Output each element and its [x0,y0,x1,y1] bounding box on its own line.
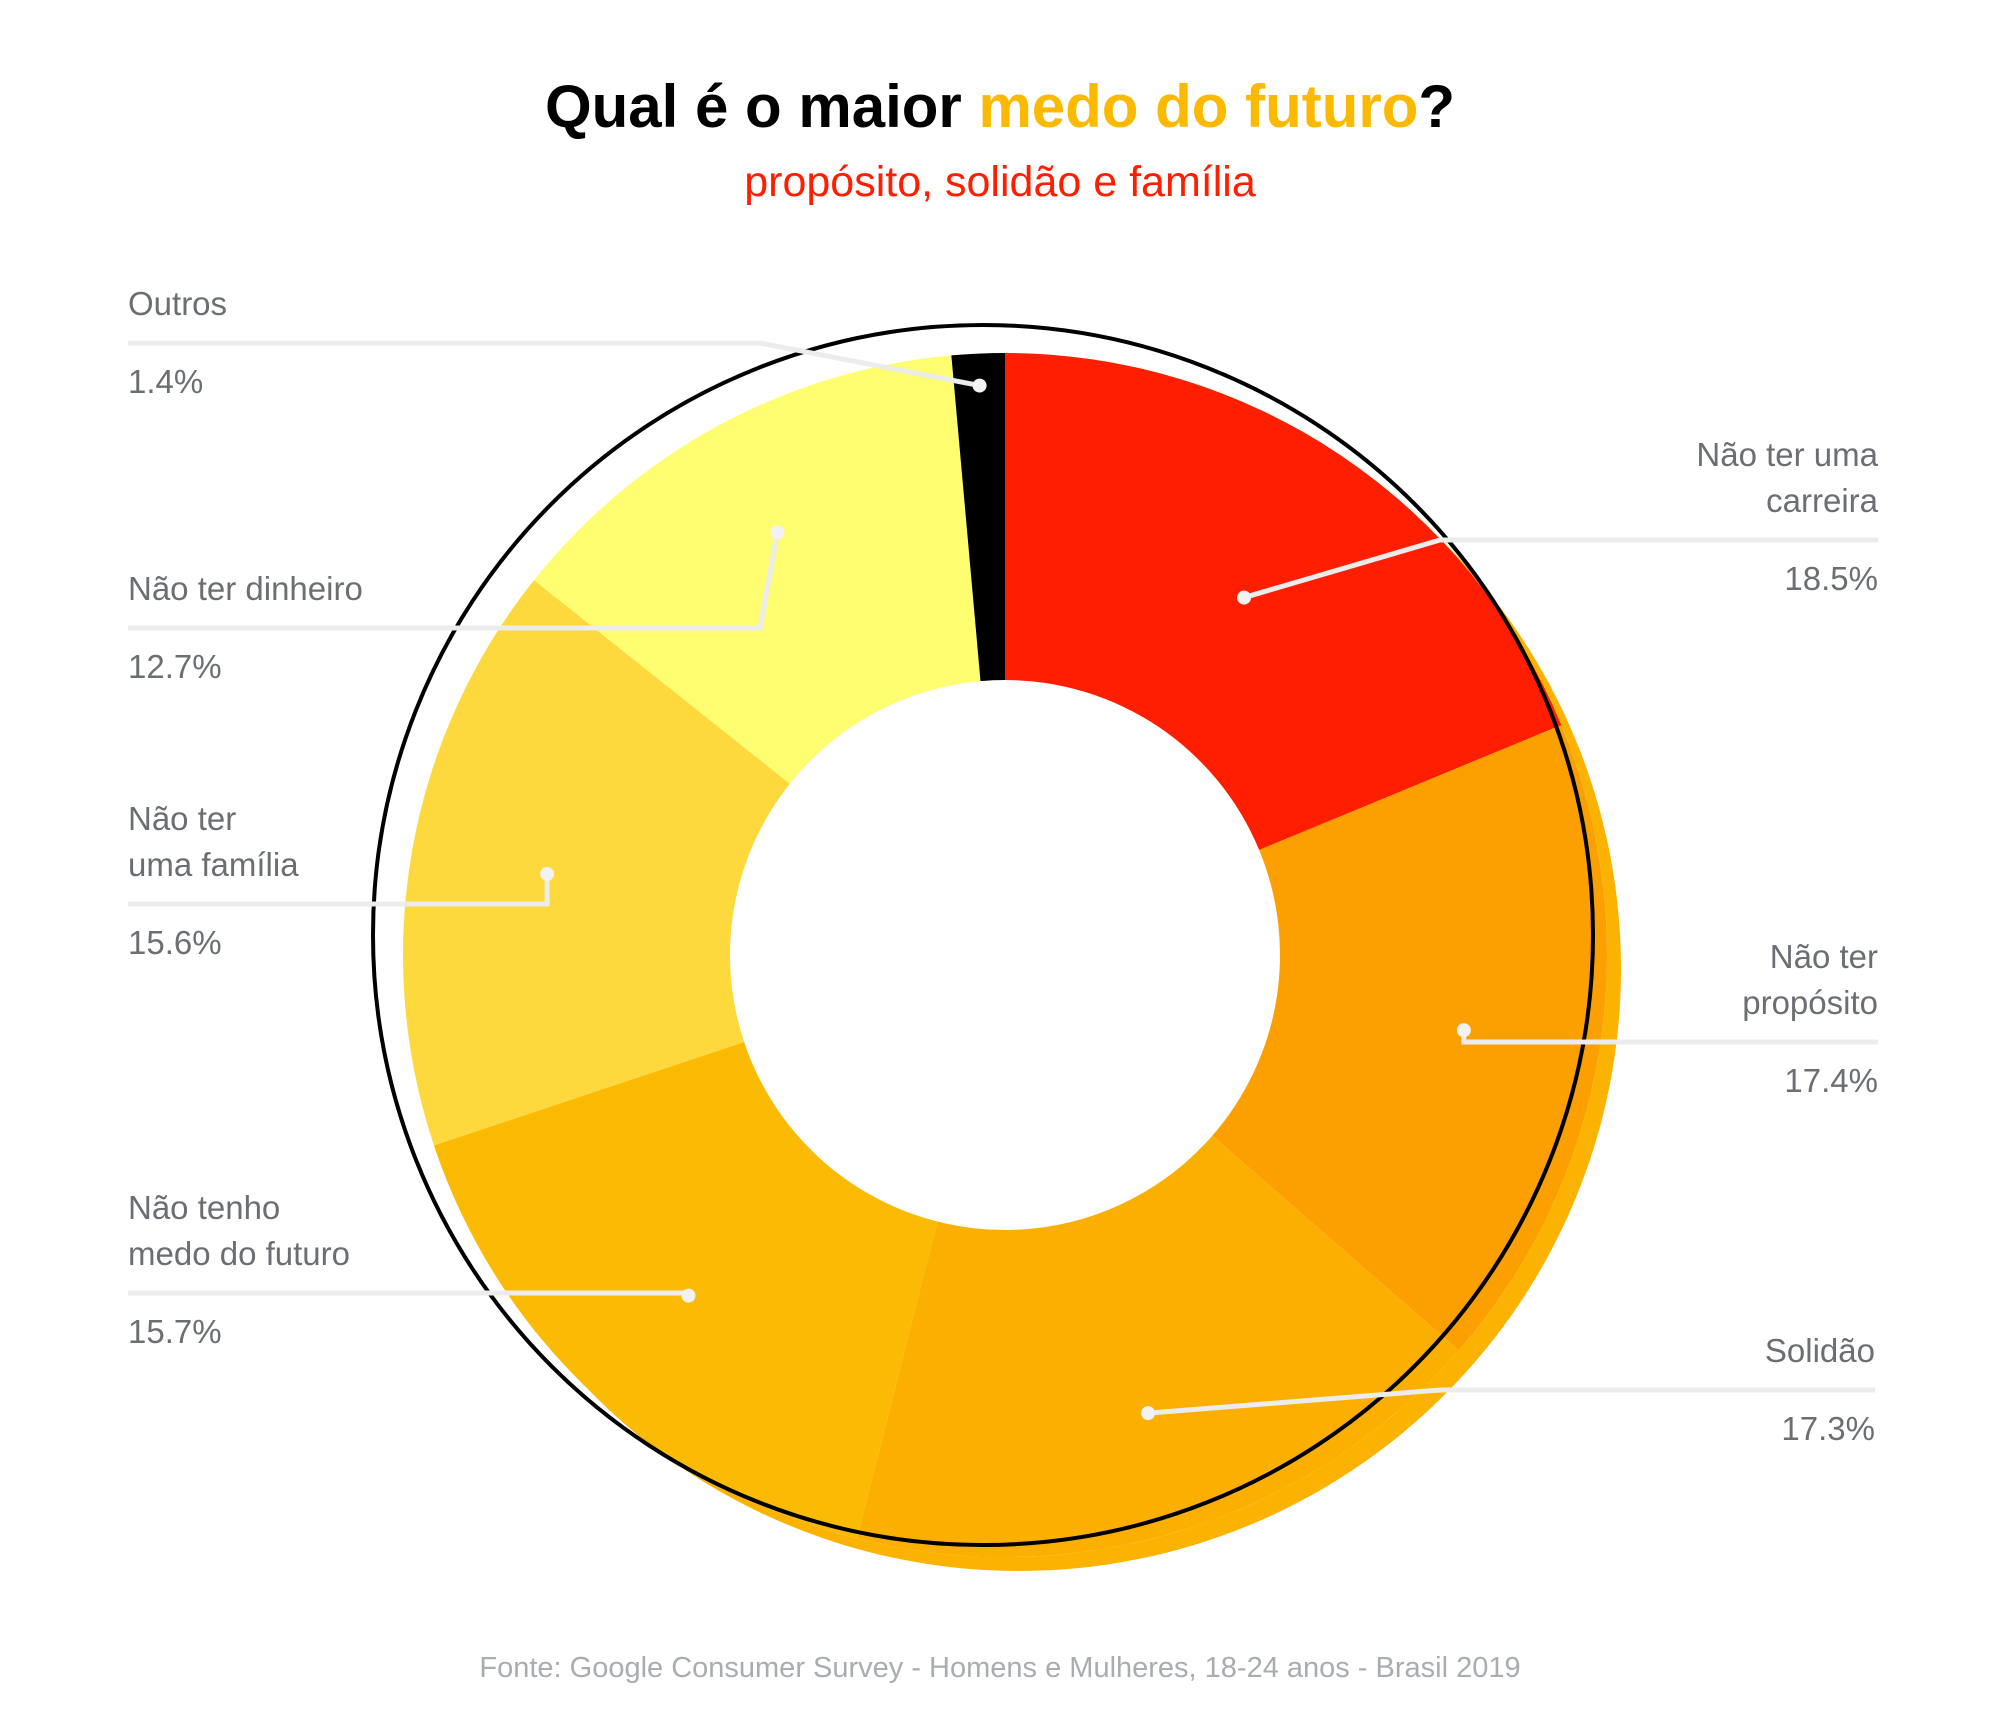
leader-lines [128,340,1878,1421]
slice-label-1: Não ter propósito [1742,934,1878,1026]
leader-dot-5 [770,525,785,540]
leader-dot-1 [1456,1023,1471,1038]
leader-line-2 [1147,1387,1875,1416]
leader-line-3 [128,1290,691,1296]
slice-label-5-line-0: Não ter dinheiro [128,570,363,607]
slice-1 [1212,725,1607,1351]
donut-slices [402,353,1607,1557]
slice-label-4-line-0: Não ter [128,800,237,837]
leader-dot-3 [681,1288,696,1303]
slice-value-5: 12.7% [128,648,222,685]
slice-5 [533,355,981,784]
slice-label-3-line-0: Não tenho [128,1189,281,1226]
slice-6 [951,353,1005,682]
leader-dot-2 [1141,1406,1156,1421]
leader-line-5 [128,531,780,631]
outline-circle [371,323,1595,1547]
source-note: Fonte: Google Consumer Survey - Homens e… [479,1652,1521,1684]
leader-dot-4 [540,866,555,881]
slice-4 [402,580,790,1146]
slice-label-6: Outros [128,281,227,327]
slice-label-5: Não ter dinheiro [128,566,363,612]
slice-label-2: Solidão [1765,1328,1875,1374]
chart-title-highlight: medo do futuro [978,73,1419,140]
leader-line-6 [128,340,981,389]
chart-title-part2: ? [1418,73,1456,140]
leader-line-4 [128,873,550,907]
slice-0 [1005,353,1562,850]
slice-value-4: 15.6% [128,924,222,961]
slice-value-6: 1.4% [128,363,204,400]
slice-label-0-line-1: carreira [1766,482,1878,519]
slice-value-0: 18.5% [1784,560,1878,597]
slice-label-0: Não ter uma carreira [1696,432,1878,524]
slice-label-3: Não tenho medo do futuro [128,1185,350,1277]
slice-label-0-line-0: Não ter uma [1696,436,1878,473]
slice-label-3-line-1: medo do futuro [128,1235,350,1272]
slice-label-1-line-1: propósito [1742,984,1878,1021]
ring-outline [371,323,1595,1547]
chart-subtitle: propósito, solidão e família [744,158,1256,206]
slice-value-2: 17.3% [1781,1410,1875,1447]
slice-value-1: 17.4% [1784,1062,1878,1099]
slice-label-1-line-0: Não ter [1769,938,1878,975]
leader-line-0 [1243,537,1878,600]
chart-title-part1: Qual é o maior [544,73,979,140]
slice-label-4-line-1: uma família [128,846,299,883]
slice-label-2-line-0: Solidão [1764,1332,1875,1369]
leader-dot-0 [1237,590,1252,605]
chart-title: Qual é o maior medo do futuro? [0,72,2000,141]
leader-dot-6 [972,378,987,393]
slice-label-4: Não ter uma família [128,796,299,888]
slice-label-6-line-0: Outros [128,285,228,322]
slice-value-3: 15.7% [128,1313,222,1350]
